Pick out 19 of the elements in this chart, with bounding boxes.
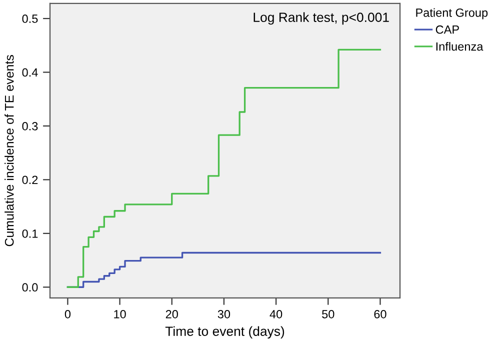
y-tick-label: 0.0 [22,283,38,292]
legend-title: Patient Group [416,8,488,20]
x-tick-label: 20 [166,310,178,318]
x-tick-label: 50 [322,310,334,318]
y-tick-label: 0.4 [22,68,38,77]
y-axis-title: Cumulative incidence of TE events [4,55,14,246]
x-tick-label: 10 [114,310,126,318]
legend-label: CAP [436,25,459,34]
y-tick-label: 0.1 [22,229,38,238]
x-tick-label: 0 [64,310,71,318]
y-tick-label: 0.5 [22,14,38,23]
annotation: Log Rank test, p<0.001 [254,12,389,25]
x-tick-label: 60 [374,310,386,318]
legend-label: Influenza [436,42,484,51]
x-tick-label: 40 [270,310,282,318]
x-tick-label: 30 [218,310,230,318]
x-axis-title: Time to event (days) [165,326,284,339]
y-tick-label: 0.3 [22,122,38,130]
y-tick-label: 0.2 [22,176,38,184]
